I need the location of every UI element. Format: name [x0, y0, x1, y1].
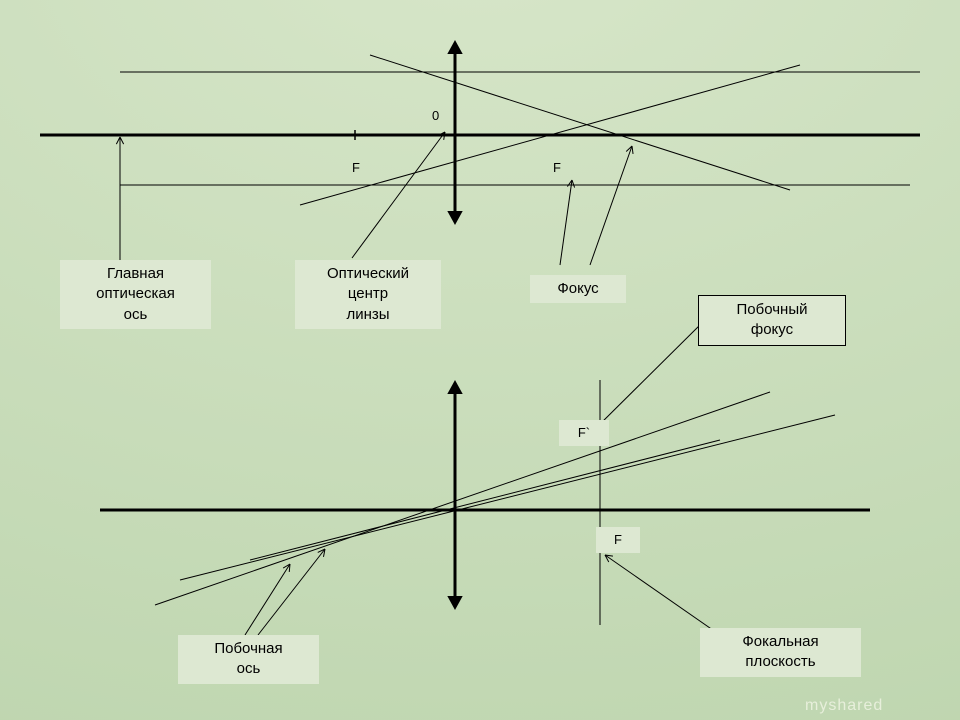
label-f-bottom: F [596, 527, 640, 553]
label-main-axis: Главная оптическая ось [60, 260, 211, 329]
label-zero: 0 [432, 108, 439, 123]
diagram-svg [0, 0, 960, 720]
watermark: myshared [805, 697, 883, 715]
label-side-axis: Побочная ось [178, 635, 319, 684]
label-focal-plane: Фокальная плоскость [700, 628, 861, 677]
label-f-right: F [553, 160, 561, 175]
label-f-prime: F` [559, 420, 609, 446]
label-optical-center: Оптический центр линзы [295, 260, 441, 329]
label-secondary-focus: Побочный фокус [698, 295, 846, 346]
label-f-left: F [352, 160, 360, 175]
label-focus: Фокус [530, 275, 626, 303]
